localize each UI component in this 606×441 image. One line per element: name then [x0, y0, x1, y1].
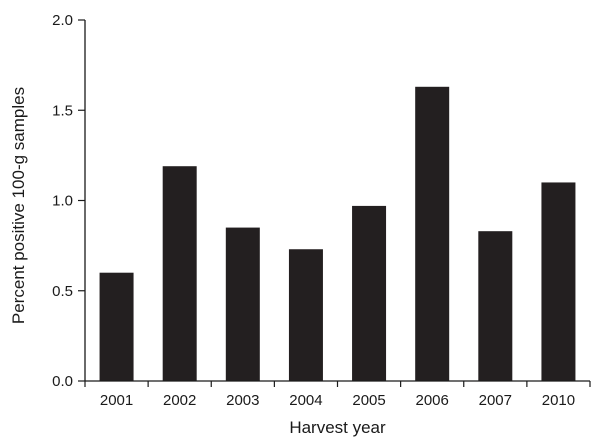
- bar-2001: [99, 272, 134, 381]
- bar-2006: [415, 86, 450, 381]
- bar-2004: [288, 249, 323, 381]
- bar-2003: [225, 227, 260, 381]
- bar-2005: [352, 205, 387, 381]
- x-tick-label-2002: 2002: [163, 392, 196, 409]
- x-tick-label-2001: 2001: [100, 392, 133, 409]
- bar-2007: [478, 231, 513, 381]
- y-axis-title: Percent positive 100-g samples: [9, 87, 28, 324]
- x-tick-label-2006: 2006: [416, 392, 449, 409]
- x-tick-label-2010: 2010: [542, 392, 575, 409]
- bar-2002: [162, 166, 197, 381]
- axes-layer: [84, 20, 590, 382]
- y-ticks: 0.0 0.5 1.0 1.5 2.0: [52, 12, 85, 390]
- x-axis-title: Harvest year: [289, 418, 386, 437]
- x-ticks: 2001 2002 2003 2004 2005 2006 2007 2010: [84, 381, 591, 409]
- x-tick-label-2003: 2003: [226, 392, 259, 409]
- y-tick-label: 1.0: [52, 193, 73, 210]
- bars-layer: [99, 86, 576, 381]
- y-tick-label: 0.5: [52, 283, 73, 300]
- y-tick-label: 0.0: [52, 373, 73, 390]
- x-tick-label-2005: 2005: [352, 392, 385, 409]
- y-tick-label: 1.5: [52, 102, 73, 119]
- x-tick-label-2004: 2004: [289, 392, 322, 409]
- x-tick-label-2007: 2007: [479, 392, 512, 409]
- bar-2010: [541, 182, 576, 381]
- y-tick-label: 2.0: [52, 12, 73, 29]
